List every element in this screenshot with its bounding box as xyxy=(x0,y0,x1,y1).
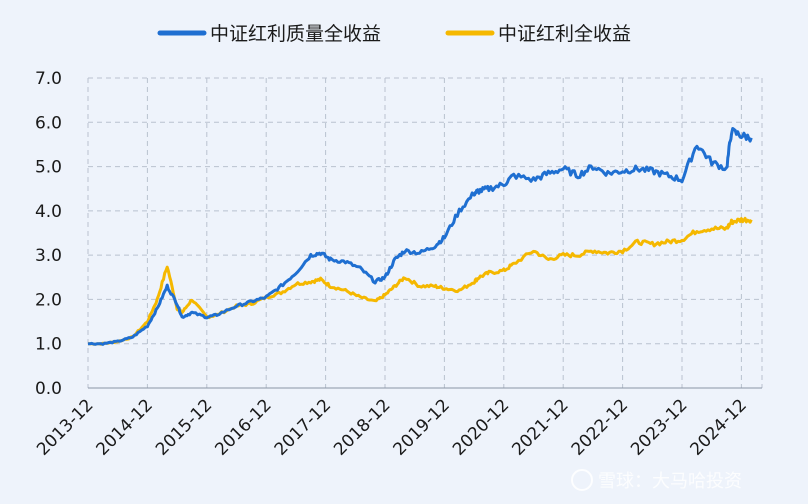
y-tick-label: 6.0 xyxy=(35,113,62,133)
series-lines xyxy=(87,127,753,346)
legend: 中证红利质量全收益 中证红利全收益 xyxy=(157,23,631,45)
series-line-1 xyxy=(88,216,753,346)
watermark-logo-icon xyxy=(571,469,593,491)
y-axis: 0.0 1.0 2.0 3.0 4.0 5.0 6.0 7.0 xyxy=(35,69,62,399)
y-tick-label: 2.0 xyxy=(35,290,62,310)
watermark: 雪球：大马哈投资 xyxy=(571,469,742,492)
y-tick-label: 0.0 xyxy=(35,379,62,399)
y-tick-label: 4.0 xyxy=(35,202,62,222)
y-tick-label: 5.0 xyxy=(35,158,62,178)
legend-label-0: 中证红利质量全收益 xyxy=(210,23,381,45)
y-tick-label: 1.0 xyxy=(35,335,62,355)
series-line-0 xyxy=(87,127,753,346)
legend-label-1: 中证红利全收益 xyxy=(498,23,631,45)
gridlines xyxy=(87,77,763,388)
y-tick-label: 7.0 xyxy=(35,69,62,89)
y-tick-label: 3.0 xyxy=(35,246,62,266)
watermark-text: 雪球：大马哈投资 xyxy=(598,471,742,492)
